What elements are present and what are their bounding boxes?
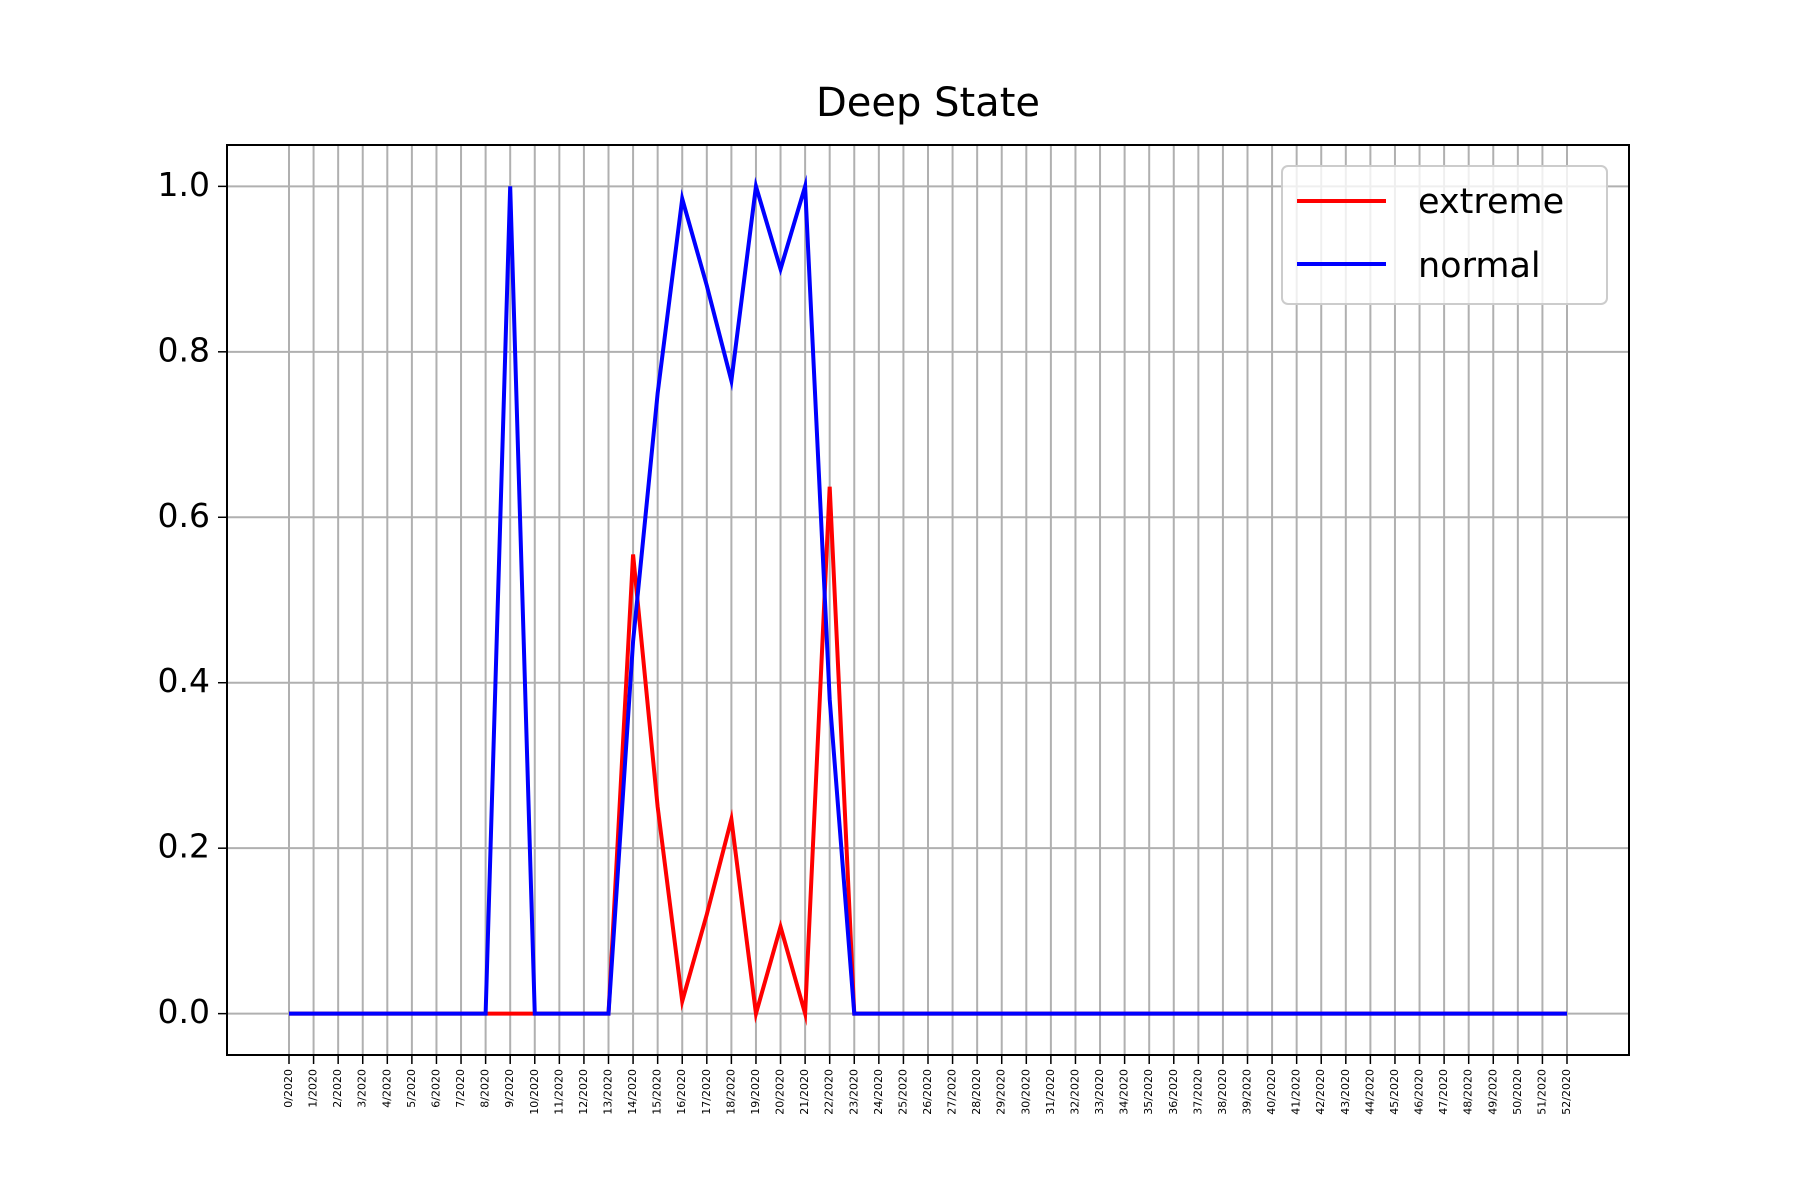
x-tick-label: 38/2020 xyxy=(1216,1069,1229,1115)
y-tick-label: 0.2 xyxy=(158,827,210,866)
x-tick-label: 4/2020 xyxy=(380,1069,393,1108)
y-tick-label: 0.6 xyxy=(158,496,210,535)
x-tick-label: 22/2020 xyxy=(823,1069,836,1115)
x-tick-label: 25/2020 xyxy=(896,1069,909,1115)
x-tick-label: 31/2020 xyxy=(1044,1069,1057,1115)
y-tick-label: 0.0 xyxy=(158,992,210,1031)
x-tick-label: 33/2020 xyxy=(1093,1069,1106,1115)
x-tick-label: 0/2020 xyxy=(282,1069,295,1108)
x-tick-label: 19/2020 xyxy=(749,1069,762,1115)
x-tick-label: 51/2020 xyxy=(1535,1069,1548,1115)
x-tick-label: 47/2020 xyxy=(1437,1069,1450,1115)
x-tick-label: 26/2020 xyxy=(921,1069,934,1115)
x-tick-label: 30/2020 xyxy=(1019,1069,1032,1115)
x-tick-label: 52/2020 xyxy=(1560,1069,1573,1115)
x-tick-label: 43/2020 xyxy=(1339,1069,1352,1115)
x-tick-label: 2/2020 xyxy=(331,1069,344,1108)
legend-label-normal: normal xyxy=(1418,246,1541,286)
plot-lines xyxy=(289,174,1567,1027)
x-tick-label: 35/2020 xyxy=(1142,1069,1155,1115)
x-tick-label: 5/2020 xyxy=(405,1069,418,1108)
legend: extreme normal xyxy=(1281,165,1608,305)
x-tick-label: 18/2020 xyxy=(724,1069,737,1115)
x-tick-label: 14/2020 xyxy=(626,1069,639,1115)
x-tick-label: 9/2020 xyxy=(503,1069,516,1108)
x-tick-label: 36/2020 xyxy=(1167,1069,1180,1115)
x-tick-label: 3/2020 xyxy=(356,1069,369,1108)
x-tick-label: 11/2020 xyxy=(552,1069,565,1115)
x-tick-label: 37/2020 xyxy=(1191,1069,1204,1115)
x-tick-label: 17/2020 xyxy=(700,1069,713,1115)
x-tick-label: 41/2020 xyxy=(1290,1069,1303,1115)
x-tick-label: 48/2020 xyxy=(1462,1069,1475,1115)
x-tick-label: 50/2020 xyxy=(1511,1069,1524,1115)
x-tick-label: 42/2020 xyxy=(1314,1069,1327,1115)
x-tick-label: 16/2020 xyxy=(675,1069,688,1115)
x-tick-label: 7/2020 xyxy=(454,1069,467,1108)
plot-area-frame xyxy=(226,144,1630,1056)
x-tick-label: 40/2020 xyxy=(1265,1069,1278,1115)
x-tick-label: 1/2020 xyxy=(307,1069,320,1108)
x-tick-label: 44/2020 xyxy=(1363,1069,1376,1115)
x-tick-label: 23/2020 xyxy=(847,1069,860,1115)
x-tick-label: 32/2020 xyxy=(1068,1069,1081,1115)
x-tick-label: 10/2020 xyxy=(528,1069,541,1115)
x-tick-label: 24/2020 xyxy=(872,1069,885,1115)
x-tick-label: 46/2020 xyxy=(1413,1069,1426,1115)
axis-ticks: 0/2020 1/2020 2/2020 3/2020 4/2020 5/2020 6/20… xyxy=(158,165,1573,1115)
x-tick-label: 45/2020 xyxy=(1388,1069,1401,1115)
x-tick-label: 8/2020 xyxy=(479,1069,492,1108)
x-tick-label: 39/2020 xyxy=(1241,1069,1254,1115)
legend-label-extreme: extreme xyxy=(1418,182,1564,222)
x-tick-label: 6/2020 xyxy=(429,1069,442,1108)
x-tick-label: 20/2020 xyxy=(774,1069,787,1115)
grid xyxy=(227,145,1629,1055)
x-tick-label: 13/2020 xyxy=(602,1069,615,1115)
y-tick-label: 0.8 xyxy=(158,330,210,369)
x-tick-label: 29/2020 xyxy=(995,1069,1008,1115)
series-line-normal xyxy=(289,174,1567,1016)
x-tick-label: 28/2020 xyxy=(970,1069,983,1115)
x-tick-label: 15/2020 xyxy=(651,1069,664,1115)
x-tick-label: 12/2020 xyxy=(577,1069,590,1115)
x-tick-label: 27/2020 xyxy=(946,1069,959,1115)
x-tick-label: 21/2020 xyxy=(798,1069,811,1115)
y-tick-label: 1.0 xyxy=(158,165,210,204)
y-tick-label: 0.4 xyxy=(158,661,210,700)
chart-title: Deep State xyxy=(816,80,1040,126)
x-tick-label: 49/2020 xyxy=(1486,1069,1499,1115)
x-tick-label: 34/2020 xyxy=(1118,1069,1131,1115)
